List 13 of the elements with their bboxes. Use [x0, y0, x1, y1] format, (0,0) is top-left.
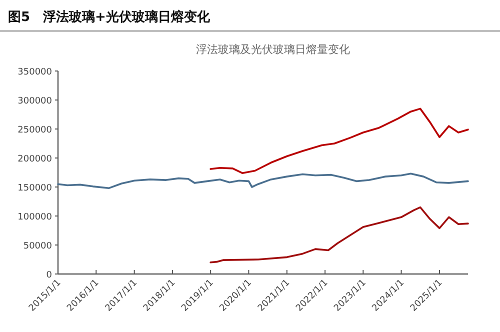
line-series	[210, 108, 469, 174]
y-tick-label: 150000	[18, 184, 52, 194]
y-tick-label: 250000	[18, 126, 52, 136]
line-series	[57, 172, 469, 190]
y-tick-label: 350000	[18, 68, 52, 78]
chart-subtitle: 浮法玻璃及光伏玻璃日熔量变化	[196, 43, 350, 56]
y-tick-label: 200000	[18, 154, 52, 164]
line-series	[210, 206, 469, 264]
y-tick-label: 50000	[23, 242, 52, 252]
y-tick-label: 300000	[18, 96, 52, 106]
y-tick-label: 0	[46, 270, 52, 280]
chart-title: 图5 浮法玻璃+光伏玻璃日熔变化	[8, 9, 211, 25]
y-tick-label: 100000	[18, 212, 52, 222]
